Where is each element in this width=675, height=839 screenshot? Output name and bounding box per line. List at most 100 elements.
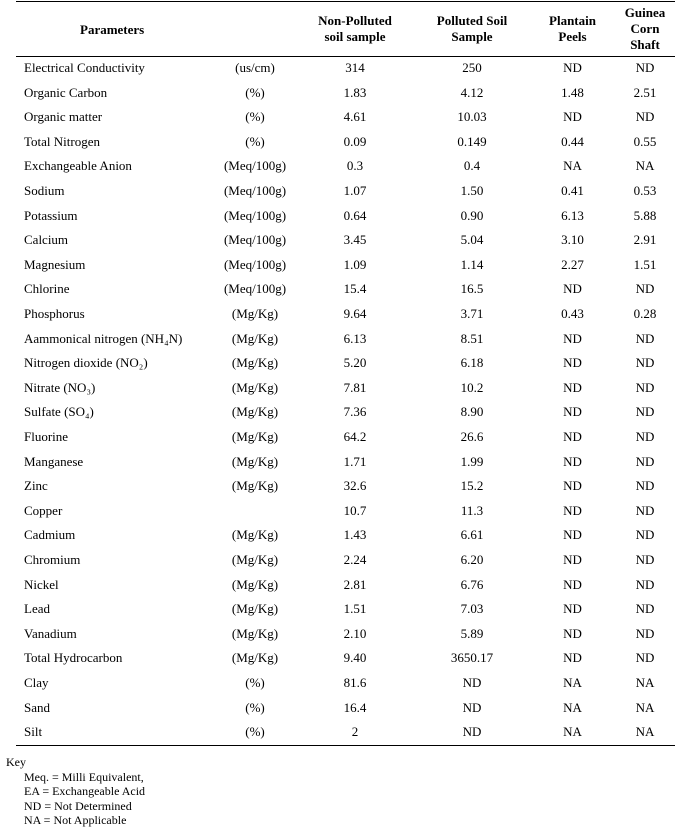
unit-cell: (%) xyxy=(245,109,265,125)
unit-cell: (Mg/Kg) xyxy=(231,576,279,592)
guinea-corn-value: ND xyxy=(635,404,655,420)
unit-cell: (Meq/100g) xyxy=(223,232,287,248)
table-row: Copper 10.7 11.3 ND ND xyxy=(0,499,675,524)
polluted-value: 11.3 xyxy=(460,502,484,518)
parameter-cell: Total Nitrogen xyxy=(24,133,100,149)
polluted-value: 1.14 xyxy=(460,256,484,272)
table-row: Nitrogen dioxide (NO₂) (Mg/Kg) 5.20 6.18 ND N… xyxy=(0,351,675,376)
parameter-cell: Manganese xyxy=(24,453,84,469)
polluted-value: 6.18 xyxy=(460,355,484,371)
parameter-cell: Vanadium xyxy=(24,625,77,641)
non-polluted-value: 4.61 xyxy=(343,109,367,125)
table-row: Fluorine (Mg/Kg) 64.2 26.6 ND ND xyxy=(0,425,675,450)
unit-cell: (Meq/100g) xyxy=(223,158,287,174)
table-row: Total Nitrogen (%) 0.09 0.149 0.44 0.55 xyxy=(0,130,675,155)
parameter-cell: Clay xyxy=(24,675,49,690)
guinea-corn-value: 0.55 xyxy=(633,133,657,149)
polluted-value: 1.99 xyxy=(460,453,484,469)
header-non-polluted: Non-Polluted soil sample xyxy=(318,13,392,44)
unit-cell: (Mg/Kg) xyxy=(231,330,279,346)
header-polluted: Polluted Soil Sample xyxy=(436,13,508,44)
header-plantain: Plantain Peels xyxy=(549,13,596,44)
table-row: Vanadium (Mg/Kg) 2.10 5.89 ND ND xyxy=(0,622,675,647)
plantain-value: ND xyxy=(563,552,582,567)
non-polluted-value: 3.45 xyxy=(343,232,367,248)
key-title: Key xyxy=(6,755,26,769)
parameter-cell: Sulfate (SO₄) xyxy=(24,404,94,420)
non-polluted-value: 64.2 xyxy=(343,429,367,444)
non-polluted-value: 2 xyxy=(351,724,359,740)
key-line: NA = Not Applicable xyxy=(24,813,127,828)
unit-cell: (us/cm) xyxy=(235,60,275,75)
plantain-value: 0.44 xyxy=(561,133,584,149)
table-row: Zinc (Mg/Kg) 32.6 15.2 ND ND xyxy=(0,474,675,499)
polluted-value: 10.2 xyxy=(460,379,484,395)
non-polluted-value: 9.40 xyxy=(343,650,367,666)
guinea-corn-value: 1.51 xyxy=(633,256,657,272)
plantain-value: ND xyxy=(563,601,582,617)
non-polluted-value: 1.71 xyxy=(343,453,367,469)
unit-cell: (Mg/Kg) xyxy=(231,453,279,469)
parameter-cell: Electrical Conductivity xyxy=(24,60,145,75)
table-row: Organic matter (%) 4.61 10.03 ND ND xyxy=(0,105,675,130)
guinea-corn-value: NA xyxy=(635,699,655,715)
unit-cell: (Mg/Kg) xyxy=(231,306,279,321)
plantain-value: 0.43 xyxy=(561,306,584,321)
table-row: Nickel (Mg/Kg) 2.81 6.76 ND ND xyxy=(0,573,675,598)
unit-cell: (Meq/100g) xyxy=(223,183,287,198)
table-row: Calcium (Meq/100g) 3.45 5.04 3.10 2.91 xyxy=(0,228,675,253)
non-polluted-value: 0.09 xyxy=(343,133,367,149)
unit-cell: (%) xyxy=(245,675,265,690)
plantain-value: ND xyxy=(563,650,582,666)
table-row: Sand (%) 16.4 ND NA NA xyxy=(0,696,675,721)
polluted-value: 26.6 xyxy=(460,429,484,444)
guinea-corn-value: 2.91 xyxy=(633,232,657,248)
unit-cell: (Mg/Kg) xyxy=(231,429,279,444)
key-line: Meq. = Milli Equivalent, xyxy=(24,769,144,784)
guinea-corn-value: ND xyxy=(635,60,655,75)
plantain-value: NA xyxy=(563,699,582,715)
polluted-value: 8.51 xyxy=(460,330,484,346)
polluted-value: 6.20 xyxy=(460,552,484,567)
parameter-cell: Sodium xyxy=(24,183,65,198)
non-polluted-value: 5.20 xyxy=(343,355,367,371)
table-top-rule xyxy=(16,1,675,2)
plantain-value: ND xyxy=(563,281,582,297)
table-row: Sulfate (SO₄) (Mg/Kg) 7.36 8.90 ND ND xyxy=(0,400,675,425)
unit-cell: (Mg/Kg) xyxy=(231,625,279,641)
guinea-corn-value: ND xyxy=(635,601,655,617)
guinea-corn-value: ND xyxy=(635,502,655,518)
table-row: Cadmium (Mg/Kg) 1.43 6.61 ND ND xyxy=(0,523,675,548)
guinea-corn-value: ND xyxy=(635,576,655,592)
unit-cell: (%) xyxy=(245,133,265,149)
plantain-value: NA xyxy=(563,724,582,740)
non-polluted-value: 2.10 xyxy=(343,625,367,641)
plantain-value: ND xyxy=(563,379,582,395)
table-row: Chromium (Mg/Kg) 2.24 6.20 ND ND xyxy=(0,548,675,573)
non-polluted-value: 16.4 xyxy=(343,699,367,715)
parameter-cell: Cadmium xyxy=(24,527,76,543)
unit-cell: (%) xyxy=(245,84,265,100)
key-legend: Key Meq. = Milli Equivalent, EA = Exchan… xyxy=(6,755,145,828)
non-polluted-value: 81.6 xyxy=(343,675,367,690)
table-row: Exchangeable Anion (Meq/100g) 0.3 0.4 NA NA xyxy=(0,154,675,179)
unit-cell: (Meq/100g) xyxy=(223,207,287,223)
polluted-value: 15.2 xyxy=(460,478,484,494)
unit-cell: (%) xyxy=(245,699,265,715)
plantain-value: 1.48 xyxy=(561,84,584,100)
guinea-corn-value: ND xyxy=(635,552,655,567)
key-line: ND = Not Determined xyxy=(24,798,132,813)
table-row: Clay (%) 81.6 ND NA NA xyxy=(0,671,675,696)
non-polluted-value: 314 xyxy=(345,60,365,75)
polluted-value: 5.89 xyxy=(460,625,484,641)
polluted-value: 0.4 xyxy=(463,158,481,174)
unit-cell: (Mg/Kg) xyxy=(231,404,279,420)
parameter-cell: Fluorine xyxy=(24,429,69,444)
guinea-corn-value: ND xyxy=(635,478,655,494)
guinea-corn-value: ND xyxy=(635,355,655,371)
guinea-corn-value: ND xyxy=(635,379,655,395)
parameter-cell: Silt xyxy=(24,724,43,740)
plantain-value: ND xyxy=(563,527,582,543)
parameter-cell: Nitrate (NO₃) xyxy=(24,379,96,395)
non-polluted-value: 2.24 xyxy=(343,552,367,567)
